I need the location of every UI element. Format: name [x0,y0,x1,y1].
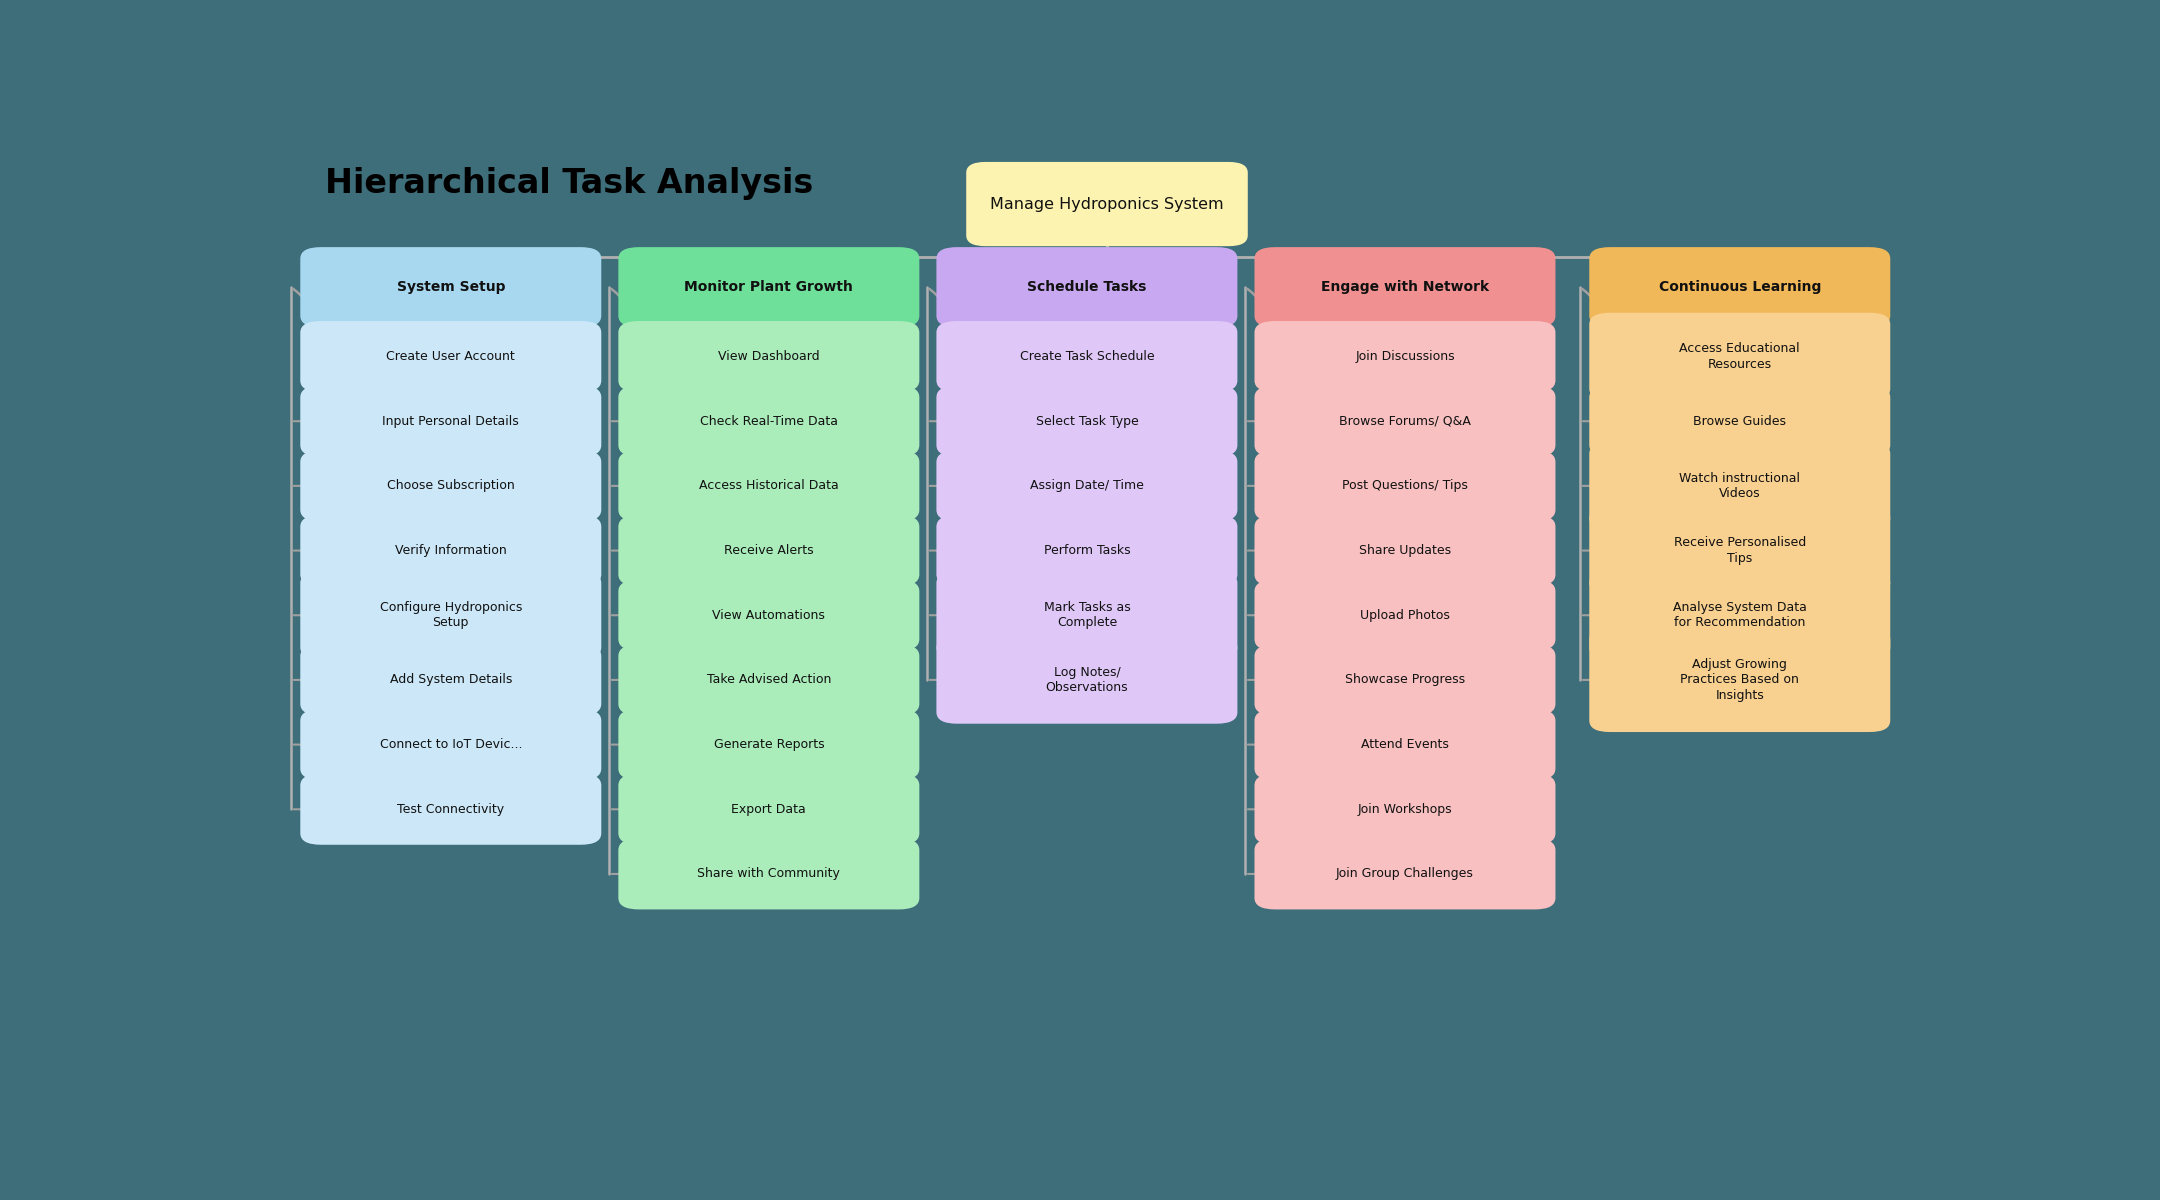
Text: Hierarchical Task Analysis: Hierarchical Task Analysis [326,167,814,200]
Text: Export Data: Export Data [732,803,806,816]
Text: Generate Reports: Generate Reports [713,738,825,751]
FancyBboxPatch shape [1255,450,1555,521]
Text: Check Real-Time Data: Check Real-Time Data [700,415,838,427]
FancyBboxPatch shape [937,571,1238,659]
Text: Add System Details: Add System Details [389,673,512,686]
FancyBboxPatch shape [1255,774,1555,845]
FancyBboxPatch shape [966,162,1248,246]
Text: Continuous Learning: Continuous Learning [1659,281,1821,294]
FancyBboxPatch shape [300,450,600,521]
FancyBboxPatch shape [618,247,920,328]
FancyBboxPatch shape [300,247,600,328]
Text: Browse Guides: Browse Guides [1693,415,1786,427]
FancyBboxPatch shape [300,385,600,457]
Text: Select Task Type: Select Task Type [1035,415,1138,427]
Text: Analyse System Data
for Recommendation: Analyse System Data for Recommendation [1672,601,1806,630]
FancyBboxPatch shape [300,644,600,715]
FancyBboxPatch shape [937,450,1238,521]
Text: Test Connectivity: Test Connectivity [397,803,503,816]
FancyBboxPatch shape [618,450,920,521]
FancyBboxPatch shape [300,515,600,586]
Text: Join Discussions: Join Discussions [1354,350,1456,364]
FancyBboxPatch shape [937,515,1238,586]
FancyBboxPatch shape [618,644,920,715]
FancyBboxPatch shape [937,322,1238,392]
FancyBboxPatch shape [1590,571,1890,659]
FancyBboxPatch shape [1255,709,1555,780]
Text: System Setup: System Setup [397,281,505,294]
Text: Share with Community: Share with Community [698,868,840,881]
FancyBboxPatch shape [1590,506,1890,594]
Text: Post Questions/ Tips: Post Questions/ Tips [1341,479,1469,492]
Text: Manage Hydroponics System: Manage Hydroponics System [989,197,1225,211]
FancyBboxPatch shape [1255,385,1555,457]
Text: Verify Information: Verify Information [395,544,508,557]
Text: Showcase Progress: Showcase Progress [1346,673,1464,686]
Text: Assign Date/ Time: Assign Date/ Time [1030,479,1145,492]
Text: Input Personal Details: Input Personal Details [382,415,518,427]
FancyBboxPatch shape [1255,322,1555,392]
FancyBboxPatch shape [618,385,920,457]
Text: Perform Tasks: Perform Tasks [1043,544,1130,557]
Text: Access Educational
Resources: Access Educational Resources [1680,342,1799,371]
Text: Connect to IoT Devic...: Connect to IoT Devic... [380,738,523,751]
Text: Take Advised Action: Take Advised Action [706,673,832,686]
Text: Monitor Plant Growth: Monitor Plant Growth [685,281,853,294]
Text: Receive Alerts: Receive Alerts [724,544,814,557]
Text: Browse Forums/ Q&A: Browse Forums/ Q&A [1339,415,1471,427]
Text: Receive Personalised
Tips: Receive Personalised Tips [1674,536,1806,565]
Text: Create Task Schedule: Create Task Schedule [1020,350,1153,364]
FancyBboxPatch shape [618,709,920,780]
Text: Log Notes/
Observations: Log Notes/ Observations [1045,666,1128,694]
Text: Access Historical Data: Access Historical Data [700,479,838,492]
FancyBboxPatch shape [1255,515,1555,586]
FancyBboxPatch shape [618,515,920,586]
FancyBboxPatch shape [1255,839,1555,910]
FancyBboxPatch shape [937,636,1238,724]
Text: Join Workshops: Join Workshops [1359,803,1452,816]
Text: Schedule Tasks: Schedule Tasks [1028,281,1147,294]
Text: Watch instructional
Videos: Watch instructional Videos [1678,472,1799,500]
Text: Configure Hydroponics
Setup: Configure Hydroponics Setup [380,601,523,630]
FancyBboxPatch shape [937,247,1238,328]
FancyBboxPatch shape [618,580,920,650]
Text: Attend Events: Attend Events [1361,738,1449,751]
FancyBboxPatch shape [1590,385,1890,457]
FancyBboxPatch shape [300,322,600,392]
FancyBboxPatch shape [618,322,920,392]
FancyBboxPatch shape [937,385,1238,457]
Text: View Dashboard: View Dashboard [717,350,819,364]
Text: Join Group Challenges: Join Group Challenges [1337,868,1473,881]
FancyBboxPatch shape [1255,644,1555,715]
FancyBboxPatch shape [618,839,920,910]
Text: Mark Tasks as
Complete: Mark Tasks as Complete [1043,601,1130,630]
FancyBboxPatch shape [1255,247,1555,328]
Text: Share Updates: Share Updates [1359,544,1452,557]
FancyBboxPatch shape [300,709,600,780]
FancyBboxPatch shape [1590,442,1890,529]
FancyBboxPatch shape [618,774,920,845]
Text: Choose Subscription: Choose Subscription [387,479,514,492]
Text: Engage with Network: Engage with Network [1322,281,1488,294]
Text: Upload Photos: Upload Photos [1361,608,1449,622]
FancyBboxPatch shape [1590,313,1890,401]
Text: Create User Account: Create User Account [387,350,516,364]
Text: Adjust Growing
Practices Based on
Insights: Adjust Growing Practices Based on Insigh… [1680,658,1799,702]
FancyBboxPatch shape [300,571,600,659]
FancyBboxPatch shape [300,774,600,845]
Text: View Automations: View Automations [713,608,825,622]
FancyBboxPatch shape [1255,580,1555,650]
FancyBboxPatch shape [1590,628,1890,732]
FancyBboxPatch shape [1590,247,1890,328]
